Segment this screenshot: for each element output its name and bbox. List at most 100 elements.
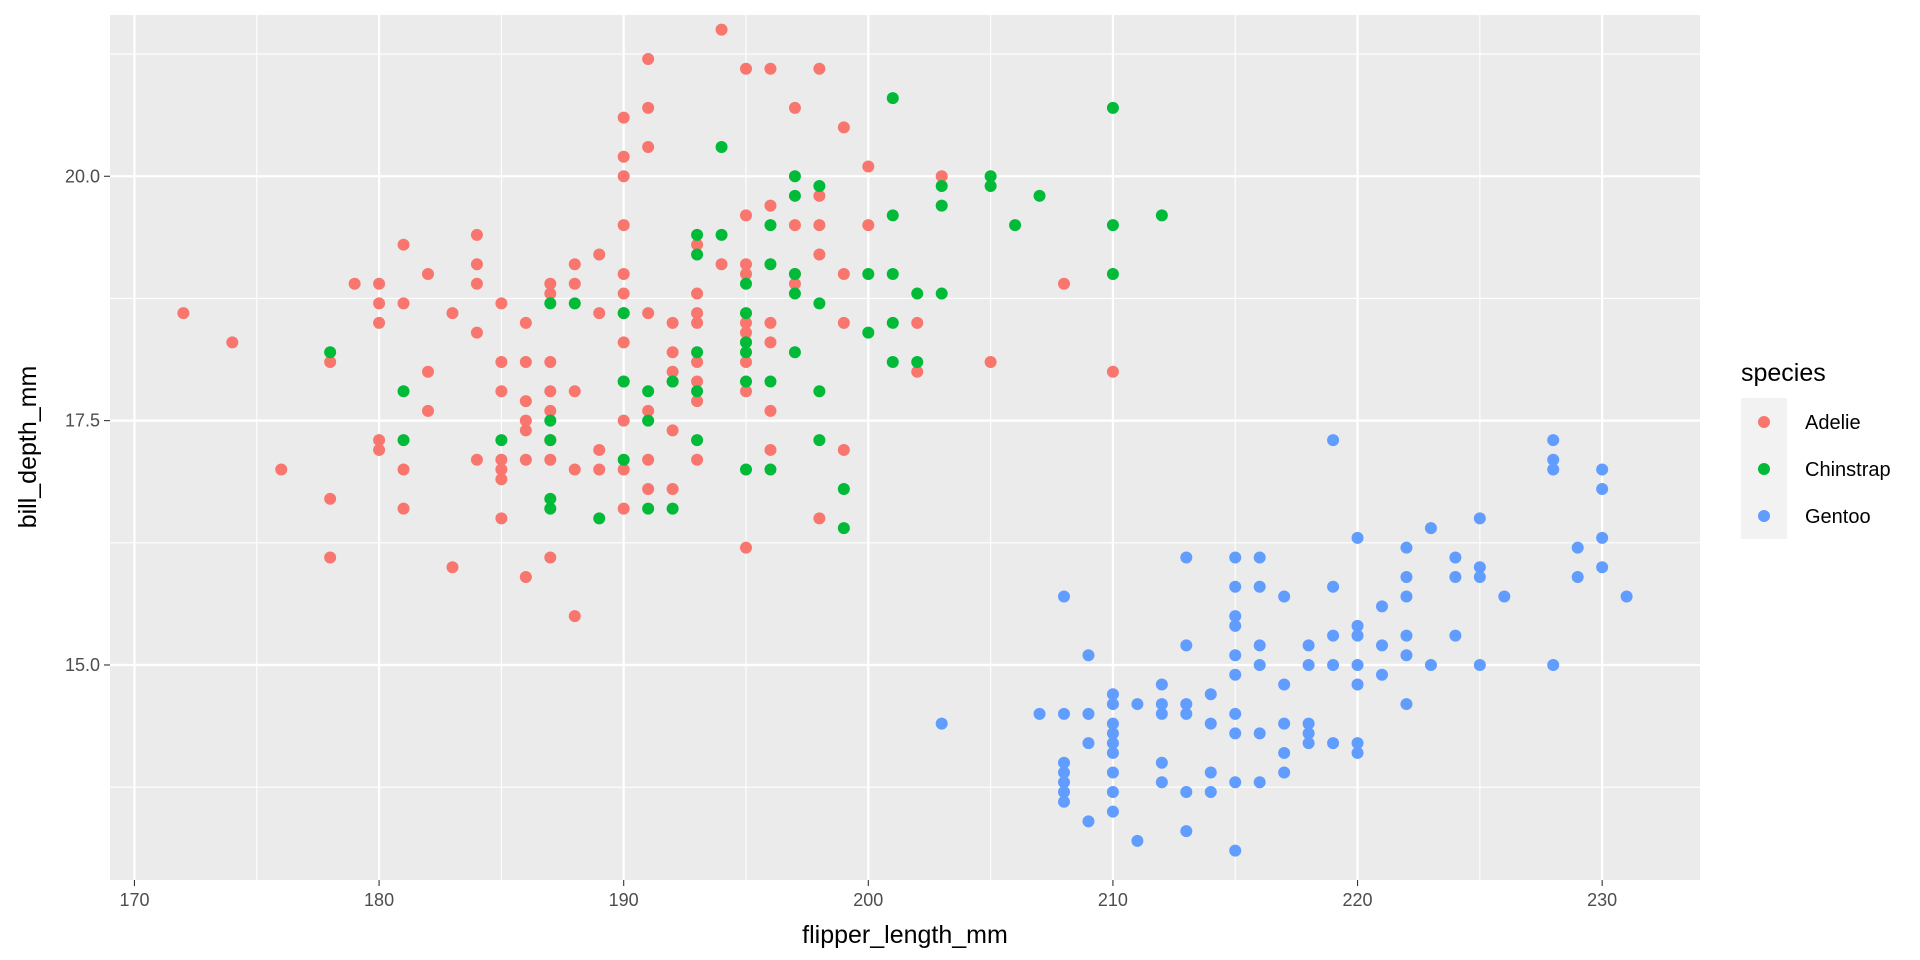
data-point xyxy=(1082,707,1095,720)
data-point xyxy=(470,453,483,466)
data-point xyxy=(1253,551,1266,564)
data-point xyxy=(740,277,752,290)
data-point xyxy=(1058,776,1070,789)
data-point xyxy=(1106,268,1119,281)
data-point xyxy=(911,287,924,300)
data-point xyxy=(593,307,606,320)
data-point xyxy=(1106,737,1119,750)
data-point xyxy=(519,453,532,466)
data-point xyxy=(1229,844,1242,857)
data-point xyxy=(740,336,752,349)
data-point xyxy=(373,277,386,290)
series-gentoo xyxy=(935,434,1633,857)
data-point xyxy=(348,277,361,290)
data-point xyxy=(1400,649,1413,662)
data-point xyxy=(1547,453,1560,466)
data-point xyxy=(886,92,899,105)
data-point xyxy=(1473,571,1486,584)
data-point xyxy=(764,463,777,476)
data-point xyxy=(666,316,679,329)
data-point xyxy=(984,180,997,193)
data-point xyxy=(1204,766,1217,779)
data-point xyxy=(666,375,679,388)
data-point xyxy=(935,199,948,212)
data-point xyxy=(691,375,704,388)
legend-item-adelie: Adelie xyxy=(1758,412,1861,434)
data-point xyxy=(1082,649,1095,662)
data-point xyxy=(397,463,410,476)
data-point xyxy=(1180,551,1193,564)
data-point xyxy=(1449,551,1462,564)
data-point xyxy=(1351,619,1364,632)
data-point xyxy=(470,277,483,290)
data-point xyxy=(691,355,704,368)
data-point xyxy=(1302,727,1315,740)
data-point xyxy=(666,346,679,359)
data-point xyxy=(935,180,948,193)
data-point xyxy=(1498,590,1511,603)
data-point xyxy=(495,297,508,310)
data-point xyxy=(519,355,532,368)
data-point xyxy=(1229,776,1242,789)
data-point xyxy=(544,492,557,505)
data-point xyxy=(715,228,728,241)
data-point xyxy=(1376,639,1388,652)
data-point xyxy=(1571,571,1584,584)
data-point xyxy=(1229,619,1242,632)
data-point xyxy=(1253,639,1266,652)
data-point xyxy=(886,268,899,281)
data-point xyxy=(1229,610,1242,623)
data-point xyxy=(226,336,239,349)
data-point xyxy=(1302,658,1315,671)
data-point xyxy=(740,463,752,476)
data-point xyxy=(1620,590,1633,603)
legend-label: Gentoo xyxy=(1805,506,1871,528)
data-point xyxy=(1400,590,1413,603)
data-point xyxy=(764,443,777,456)
data-point xyxy=(1229,727,1242,740)
data-point xyxy=(642,140,655,153)
data-point xyxy=(1155,698,1168,711)
data-point xyxy=(544,551,557,564)
data-point xyxy=(1180,825,1193,838)
data-point xyxy=(544,453,557,466)
data-point xyxy=(691,346,704,359)
data-point xyxy=(935,170,948,183)
data-point xyxy=(715,23,728,36)
data-point xyxy=(568,610,581,623)
data-point xyxy=(1571,541,1584,554)
data-point xyxy=(1400,571,1413,584)
x-tick-label: 200 xyxy=(853,890,883,910)
x-tick-label: 190 xyxy=(609,890,639,910)
data-point xyxy=(691,238,704,251)
data-point xyxy=(1106,688,1119,701)
data-point xyxy=(1400,698,1413,711)
series-adelie xyxy=(177,23,1119,623)
data-point xyxy=(691,307,704,320)
data-point xyxy=(544,287,557,300)
data-point xyxy=(1058,707,1070,720)
data-point xyxy=(1155,707,1168,720)
y-tick-label: 20.0 xyxy=(65,166,100,186)
data-point xyxy=(1229,668,1242,681)
data-point xyxy=(740,326,752,339)
data-point xyxy=(1351,678,1364,691)
data-point xyxy=(1009,219,1022,232)
data-point xyxy=(1155,776,1168,789)
data-point xyxy=(788,170,801,183)
data-point xyxy=(519,316,532,329)
data-point xyxy=(1424,522,1437,535)
data-point xyxy=(642,101,655,114)
data-point xyxy=(1327,629,1340,642)
data-point xyxy=(1596,561,1609,574)
data-point xyxy=(1058,590,1070,603)
data-point xyxy=(568,385,581,398)
data-point xyxy=(373,434,386,447)
data-point xyxy=(837,316,850,329)
data-point xyxy=(1253,727,1266,740)
data-point xyxy=(544,385,557,398)
data-point xyxy=(568,297,581,310)
data-point xyxy=(470,258,483,271)
